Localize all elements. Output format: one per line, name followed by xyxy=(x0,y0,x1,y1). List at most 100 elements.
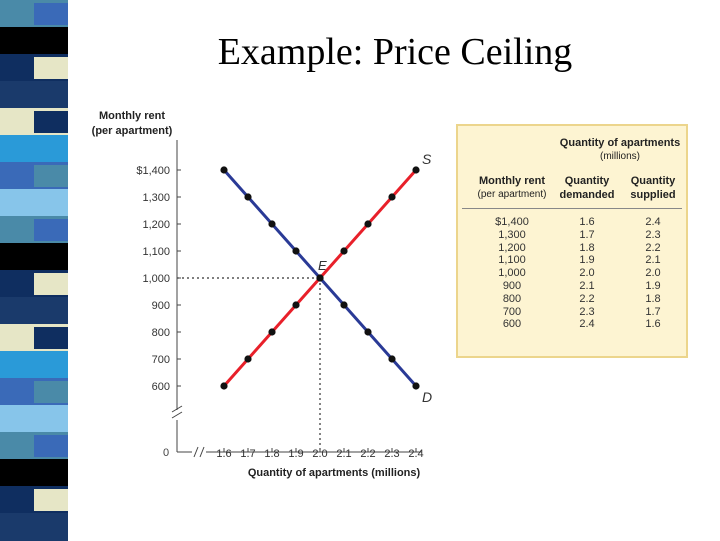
price-quantity-table: Quantity of apartments (millions) Monthl… xyxy=(456,124,688,358)
table-cell-demanded: 2.0 xyxy=(579,267,595,280)
x-tick-label: 2.4 xyxy=(408,448,423,460)
table-cell-rent: 700 xyxy=(502,305,522,318)
table-cell-demanded: 2.2 xyxy=(579,292,595,305)
supply-point xyxy=(364,220,372,228)
table-cell-rent: 800 xyxy=(502,292,522,305)
strip-block xyxy=(0,81,68,109)
y-tick-label: 900 xyxy=(152,300,170,312)
y-axis-label-line1: Monthly rent xyxy=(99,110,165,122)
table-header-rule xyxy=(462,208,682,209)
table-group-title: Quantity of apartments xyxy=(559,137,681,149)
supply-demand-chart: Monthly rent (per apartment) 0 Quantity … xyxy=(92,110,432,479)
strip-block xyxy=(0,135,68,163)
x-tick-label: 1.6 xyxy=(216,448,231,460)
table-row: 1,000 2.0 2.0 xyxy=(458,267,686,280)
supply-point xyxy=(316,274,324,282)
table-row: 1,300 1.7 2.3 xyxy=(458,229,686,242)
demand-point xyxy=(292,247,300,255)
supply-curve-label: S xyxy=(422,151,432,167)
table-cell-rent: 1,200 xyxy=(498,241,526,254)
y-axis-break-mark-1 xyxy=(171,405,183,413)
demand-point xyxy=(388,355,396,363)
supply-point xyxy=(340,247,348,255)
x-tick-label: 1.8 xyxy=(264,448,279,460)
table-cell-supplied: 2.0 xyxy=(645,267,661,280)
table-col-rent-header: Monthly rent (per apartment) xyxy=(472,174,552,202)
y-tick-label: 1,000 xyxy=(142,273,170,285)
strip-block xyxy=(0,243,68,271)
table-cell-supplied: 1.6 xyxy=(645,318,661,331)
strip-block xyxy=(0,297,68,325)
table-col-demanded-line1: Quantity xyxy=(564,175,610,187)
strip-block xyxy=(0,513,68,541)
x-tick-label: 2.2 xyxy=(360,448,375,460)
supply-point xyxy=(292,301,300,309)
table-cell-demanded: 1.6 xyxy=(579,216,595,228)
supply-point xyxy=(388,193,396,201)
table-cell-supplied: 2.3 xyxy=(645,228,661,241)
y-tick-label: 600 xyxy=(152,381,170,393)
table-cell-supplied: 2.4 xyxy=(645,216,661,228)
y-tick-label: $1,400 xyxy=(136,165,170,177)
table-cell-supplied: 2.2 xyxy=(645,241,661,254)
equilibrium-label: E xyxy=(318,258,327,273)
supply-point xyxy=(244,355,252,363)
decorative-left-strip xyxy=(0,0,68,541)
strip-block xyxy=(0,189,68,217)
y-tick-label: 1,200 xyxy=(142,219,170,231)
demand-point xyxy=(412,382,420,390)
table-cell-demanded: 1.9 xyxy=(579,254,595,267)
table-cell-rent: 900 xyxy=(502,279,522,292)
table-col-rent-title: Monthly rent xyxy=(479,175,545,187)
table-col-supplied-line2: supplied xyxy=(630,189,676,201)
table-group-header: Quantity of apartments (millions) xyxy=(554,136,686,164)
table-row: 600 2.4 1.6 xyxy=(458,318,686,331)
table-row: 1,200 1.8 2.2 xyxy=(458,242,686,255)
table-cell-supplied: 2.1 xyxy=(645,254,661,267)
table-cell-rent: 600 xyxy=(502,318,522,331)
strip-accent xyxy=(34,327,68,349)
y-tick-label: 1,100 xyxy=(142,246,170,258)
table-cell-supplied: 1.9 xyxy=(645,279,661,292)
strip-block xyxy=(0,459,68,487)
x-axis-label: Quantity of apartments (millions) xyxy=(248,467,421,479)
table-cell-demanded: 2.4 xyxy=(579,318,595,331)
slide-title: Example: Price Ceiling xyxy=(217,31,573,73)
strip-accent xyxy=(34,165,68,187)
strip-block xyxy=(0,27,68,55)
strip-accent xyxy=(34,435,68,457)
table-col-demanded-header: Quantity demanded xyxy=(554,174,620,202)
demand-point xyxy=(364,328,372,336)
table-col-supplied-header: Quantity supplied xyxy=(620,174,686,202)
y-axis-label-line2: (per apartment) xyxy=(92,125,173,137)
demand-point xyxy=(340,301,348,309)
strip-accent xyxy=(34,219,68,241)
table-row: 700 2.3 1.7 xyxy=(458,306,686,319)
x-tick-label: 1.9 xyxy=(288,448,303,460)
y-tick-label: 1,300 xyxy=(142,192,170,204)
demand-point xyxy=(244,193,252,201)
strip-accent xyxy=(34,489,68,511)
table-cell-supplied: 1.7 xyxy=(645,305,661,318)
strip-accent xyxy=(34,57,68,79)
demand-point xyxy=(220,166,228,174)
x-axis-break-mark-2 xyxy=(199,446,205,458)
table-row: 800 2.2 1.8 xyxy=(458,293,686,306)
strip-accent xyxy=(34,111,68,133)
table-row: $1,400 1.6 2.4 xyxy=(458,216,686,229)
table-cell-demanded: 1.8 xyxy=(579,241,595,254)
supply-point xyxy=(412,166,420,174)
y-axis-break-mark-2 xyxy=(171,411,183,419)
table-row: 1,100 1.9 2.1 xyxy=(458,254,686,267)
table-cell-rent: $1,400 xyxy=(495,216,529,228)
table-cell-supplied: 1.8 xyxy=(645,292,661,305)
origin-label: 0 xyxy=(163,447,169,459)
supply-point xyxy=(220,382,228,390)
table-cell-rent: 1,100 xyxy=(498,254,526,267)
table-cell-rent: 1,300 xyxy=(498,228,526,241)
strip-accent xyxy=(34,381,68,403)
demand-curve-label: D xyxy=(422,389,432,405)
strip-accent xyxy=(34,3,68,25)
x-tick-label: 1.7 xyxy=(240,448,255,460)
x-tick-label: 2.1 xyxy=(336,448,351,460)
